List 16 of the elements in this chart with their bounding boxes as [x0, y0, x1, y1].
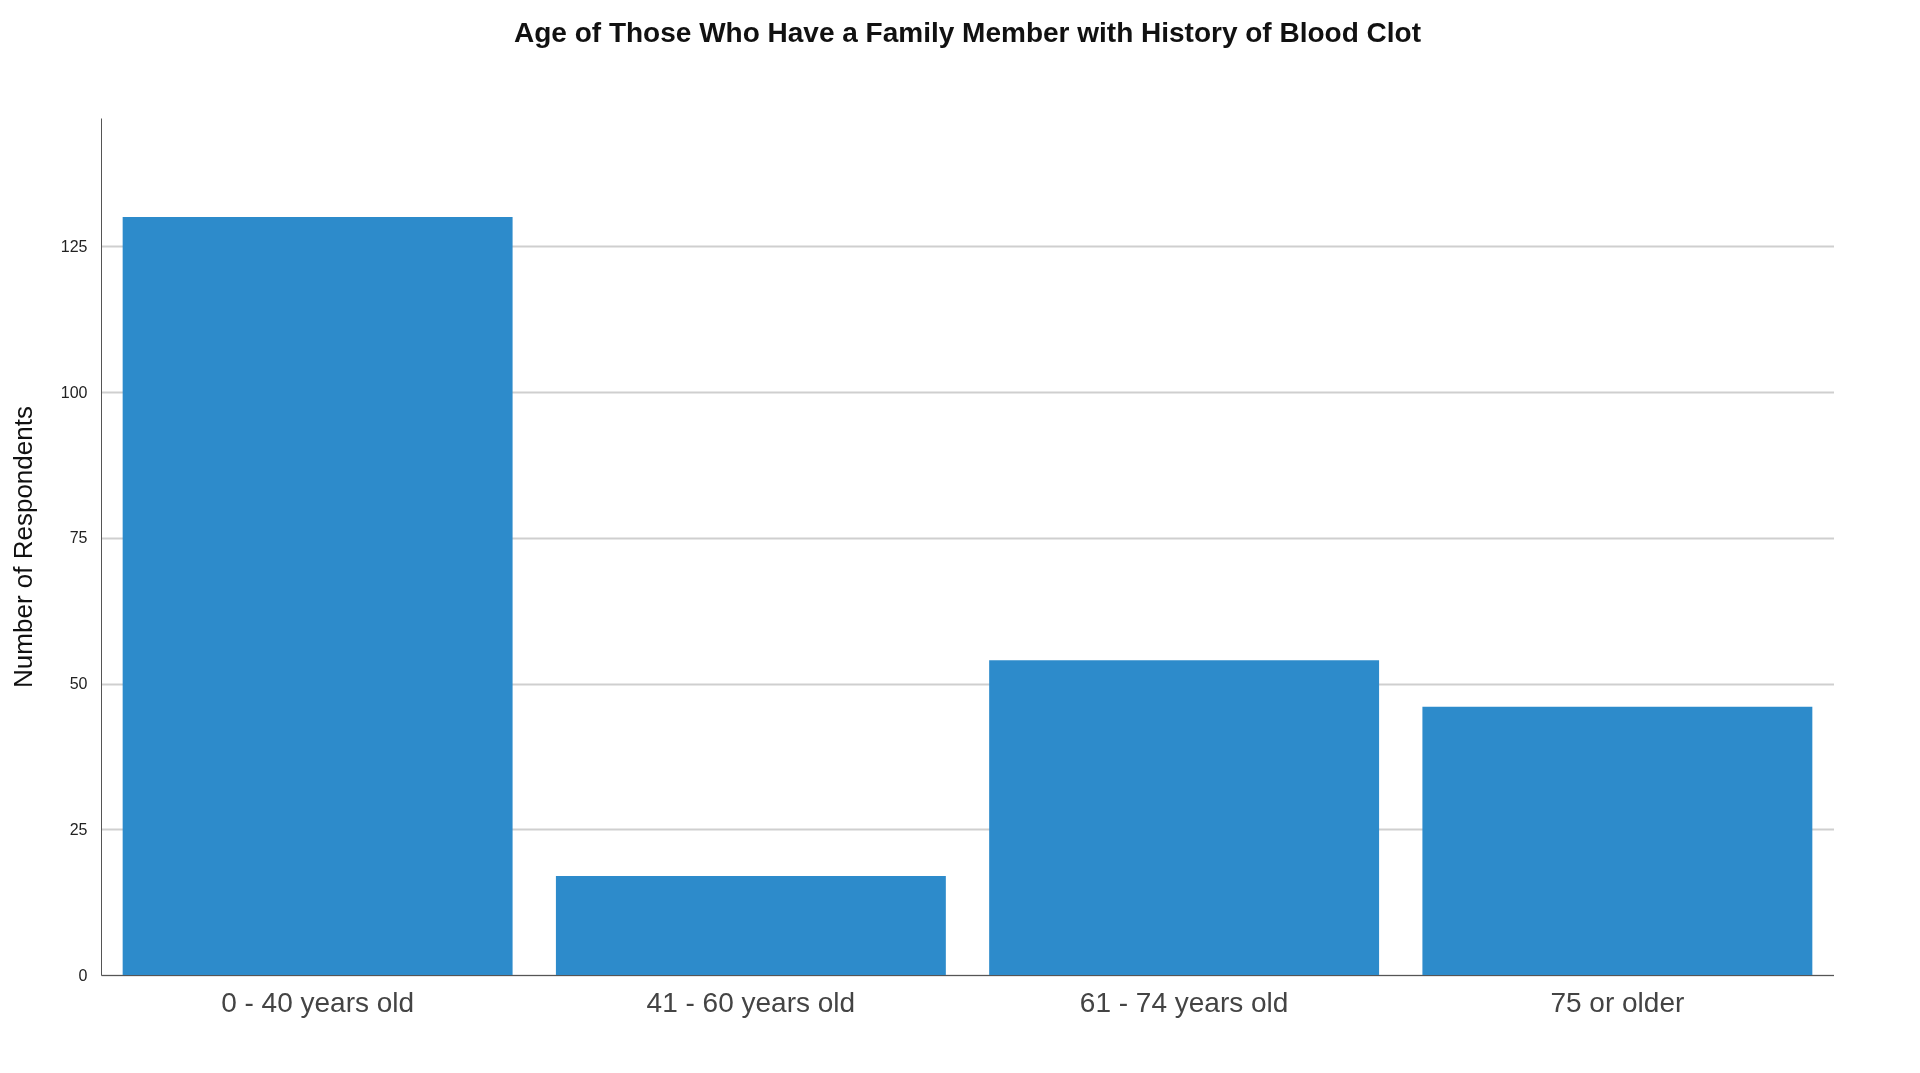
- bar: [989, 660, 1380, 975]
- x-tick-label: 75 or older: [1550, 986, 1685, 1018]
- y-tick-label: 0: [78, 966, 88, 984]
- x-tick-label: 41 - 60 years old: [646, 986, 856, 1018]
- bar: [555, 875, 946, 975]
- y-tick-label: 50: [69, 675, 88, 692]
- bar: [1422, 706, 1813, 975]
- y-tick-label: 75: [69, 529, 88, 547]
- x-tick-label: 61 - 74 years old: [1079, 986, 1289, 1018]
- bar: [122, 217, 513, 975]
- y-tick-label: 100: [60, 383, 88, 401]
- y-tick-label: 125: [60, 237, 88, 255]
- x-tick-label: 0 - 40 years old: [221, 986, 415, 1018]
- y-tick-label: 25: [69, 820, 88, 838]
- y-axis-title: Number of Respondents: [7, 406, 38, 688]
- chart-title: Age of Those Who Have a Family Member with History of Blood Clot: [514, 17, 1421, 48]
